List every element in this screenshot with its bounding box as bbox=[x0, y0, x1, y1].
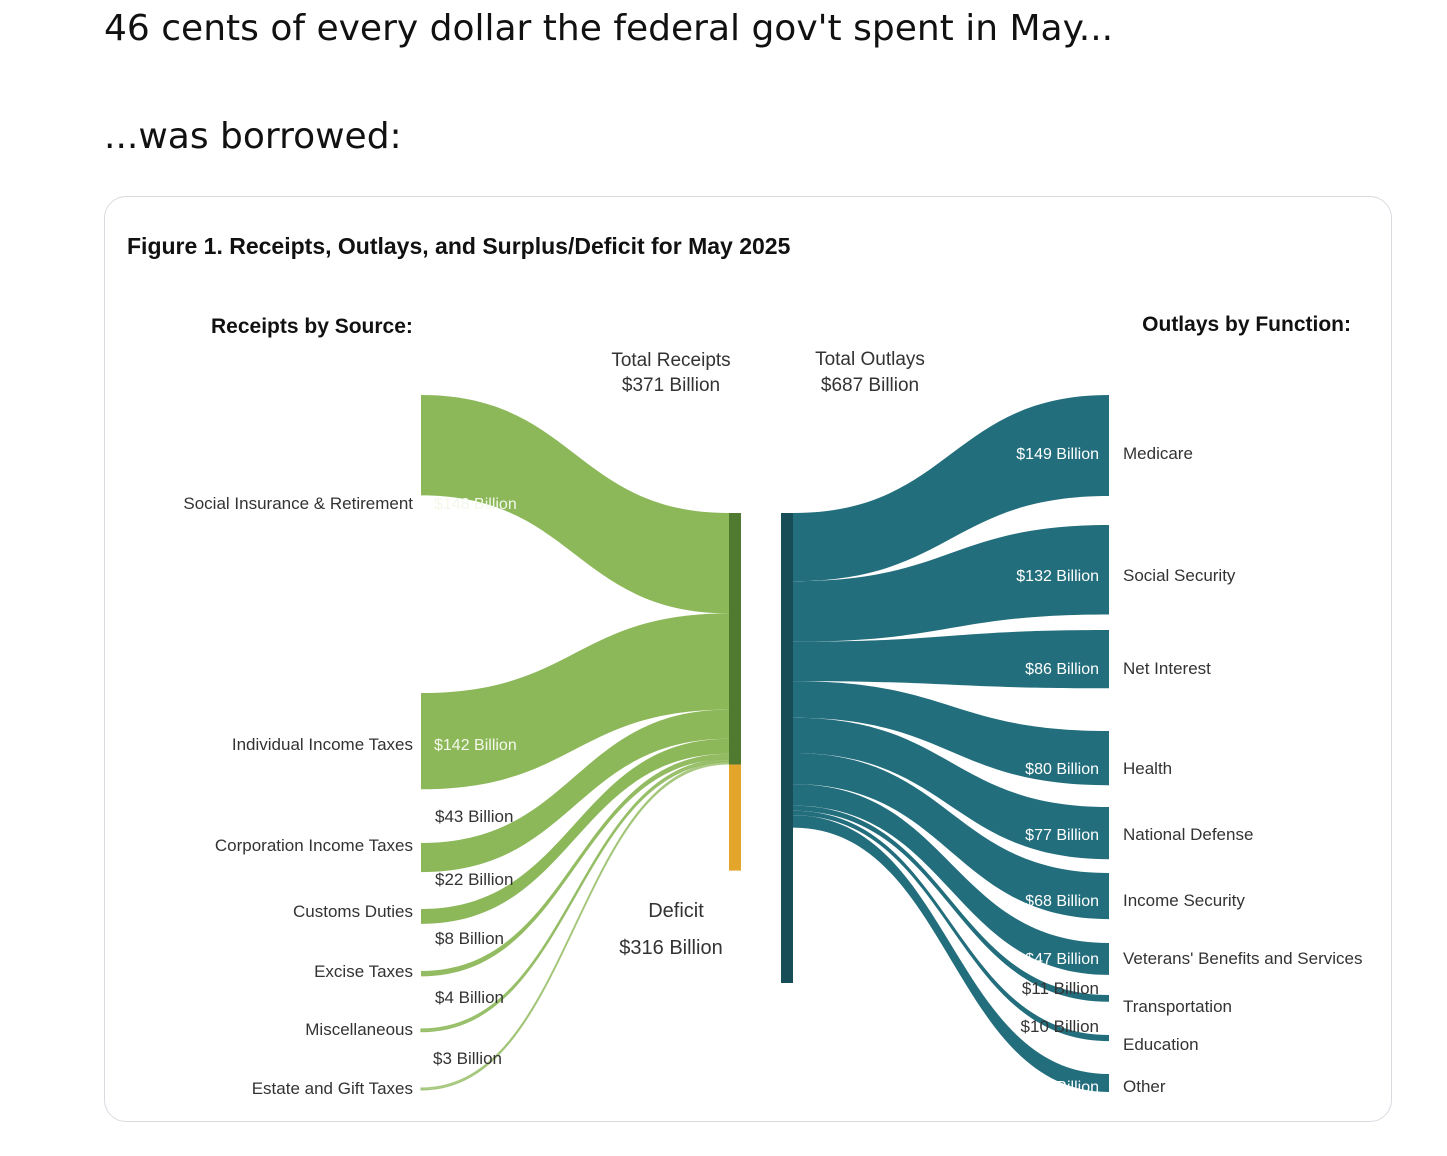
outlays-heading: Outlays by Function: bbox=[1142, 313, 1351, 336]
total-receipts-value: $371 Billion bbox=[622, 375, 720, 396]
outlay-flow-health bbox=[793, 681, 1109, 786]
outlay-flow-medicare bbox=[793, 395, 1109, 582]
receipt-value-excise-taxes: $8 Billion bbox=[435, 929, 504, 948]
outlay-value-transportation: $11 Billion bbox=[1022, 979, 1099, 998]
total-outlays-value: $687 Billion bbox=[821, 375, 919, 396]
post-text-line-2: ...was borrowed: bbox=[104, 116, 402, 157]
outlay-value-health: $80 Billion bbox=[1025, 761, 1099, 778]
outlay-label-medicare: Medicare bbox=[1123, 444, 1193, 463]
outlay-flow-income-security bbox=[793, 752, 1109, 920]
receipt-label-social-insurance-retirement: Social Insurance & Retirement bbox=[183, 494, 413, 513]
total-receipts-bar bbox=[729, 513, 741, 765]
outlay-flow-net-interest bbox=[793, 630, 1109, 689]
receipt-value-miscellaneous: $4 Billion bbox=[435, 988, 504, 1007]
total-receipts-label: Total Receipts bbox=[611, 350, 730, 371]
post-text-line-1: 46 cents of every dollar the federal gov… bbox=[104, 8, 1114, 49]
receipt-flow-social-insurance-retirement bbox=[421, 395, 729, 614]
outlay-label-other: Other bbox=[1123, 1077, 1166, 1096]
outlay-value-income-security: $68 Billion bbox=[1025, 893, 1099, 910]
outlay-flow-national-defense bbox=[793, 717, 1109, 860]
deficit-value: $316 Billion bbox=[619, 937, 722, 959]
outlay-label-national-defense: National Defense bbox=[1123, 825, 1253, 844]
receipt-flow-individual-income-taxes bbox=[421, 613, 729, 790]
outlay-value-net-interest: $86 Billion bbox=[1025, 661, 1099, 678]
receipt-label-customs-duties: Customs Duties bbox=[293, 902, 413, 921]
receipt-flow-customs-duties bbox=[421, 738, 729, 924]
outlay-value-veterans-benefits-and-services: $47 Billion bbox=[1025, 951, 1099, 968]
outlay-label-social-security: Social Security bbox=[1123, 566, 1236, 585]
receipt-value-corporation-income-taxes: $43 Billion bbox=[435, 807, 513, 826]
outlay-value-national-defense: $77 Billion bbox=[1025, 827, 1099, 844]
outlay-label-net-interest: Net Interest bbox=[1123, 659, 1211, 678]
outlay-flow-social-security bbox=[793, 525, 1109, 642]
chart-title: Figure 1. Receipts, Outlays, and Surplus… bbox=[127, 233, 791, 259]
outlay-label-transportation: Transportation bbox=[1123, 997, 1232, 1016]
receipt-label-individual-income-taxes: Individual Income Taxes bbox=[232, 735, 413, 754]
outlay-label-education: Education bbox=[1123, 1035, 1199, 1054]
outlay-flow-education bbox=[793, 810, 1109, 1042]
total-outlays-bar bbox=[781, 513, 793, 983]
outlay-label-health: Health bbox=[1123, 759, 1172, 778]
receipt-value-individual-income-taxes: $142 Billion bbox=[434, 737, 517, 754]
receipt-label-estate-and-gift-taxes: Estate and Gift Taxes bbox=[252, 1079, 413, 1098]
outlay-flow-transportation bbox=[793, 805, 1109, 1002]
receipt-flow-excise-taxes bbox=[421, 753, 729, 977]
sankey-chart: Figure 1. Receipts, Outlays, and Surplus… bbox=[127, 233, 1363, 1098]
receipts-heading: Receipts by Source: bbox=[211, 315, 413, 338]
chart-card[interactable]: Figure 1. Receipts, Outlays, and Surplus… bbox=[104, 196, 1392, 1122]
outlay-value-medicare: $149 Billion bbox=[1016, 446, 1099, 463]
receipt-label-excise-taxes: Excise Taxes bbox=[314, 962, 413, 981]
total-outlays-label: Total Outlays bbox=[815, 349, 925, 370]
outlay-flow-other bbox=[793, 815, 1109, 1092]
outlay-value-other: $27 Billion bbox=[1025, 1079, 1099, 1096]
outlay-label-income-security: Income Security bbox=[1123, 891, 1245, 910]
receipt-value-customs-duties: $22 Billion bbox=[435, 870, 513, 889]
outlay-flow-veterans-benefits-and-services bbox=[793, 784, 1109, 975]
deficit-bar bbox=[729, 764, 741, 871]
deficit-label: Deficit bbox=[648, 900, 704, 922]
receipt-value-estate-and-gift-taxes: $3 Billion bbox=[433, 1049, 502, 1068]
receipt-value-social-insurance-retirement: $148 Billion bbox=[434, 496, 517, 513]
outlay-label-veterans-benefits-and-services: Veterans' Benefits and Services bbox=[1123, 949, 1363, 968]
outlay-value-education: $10 Billion bbox=[1021, 1017, 1099, 1036]
receipt-label-miscellaneous: Miscellaneous bbox=[305, 1020, 413, 1039]
receipt-label-corporation-income-taxes: Corporation Income Taxes bbox=[215, 836, 413, 855]
receipt-flow-corporation-income-taxes bbox=[421, 709, 729, 873]
outlay-value-social-security: $132 Billion bbox=[1016, 568, 1099, 585]
